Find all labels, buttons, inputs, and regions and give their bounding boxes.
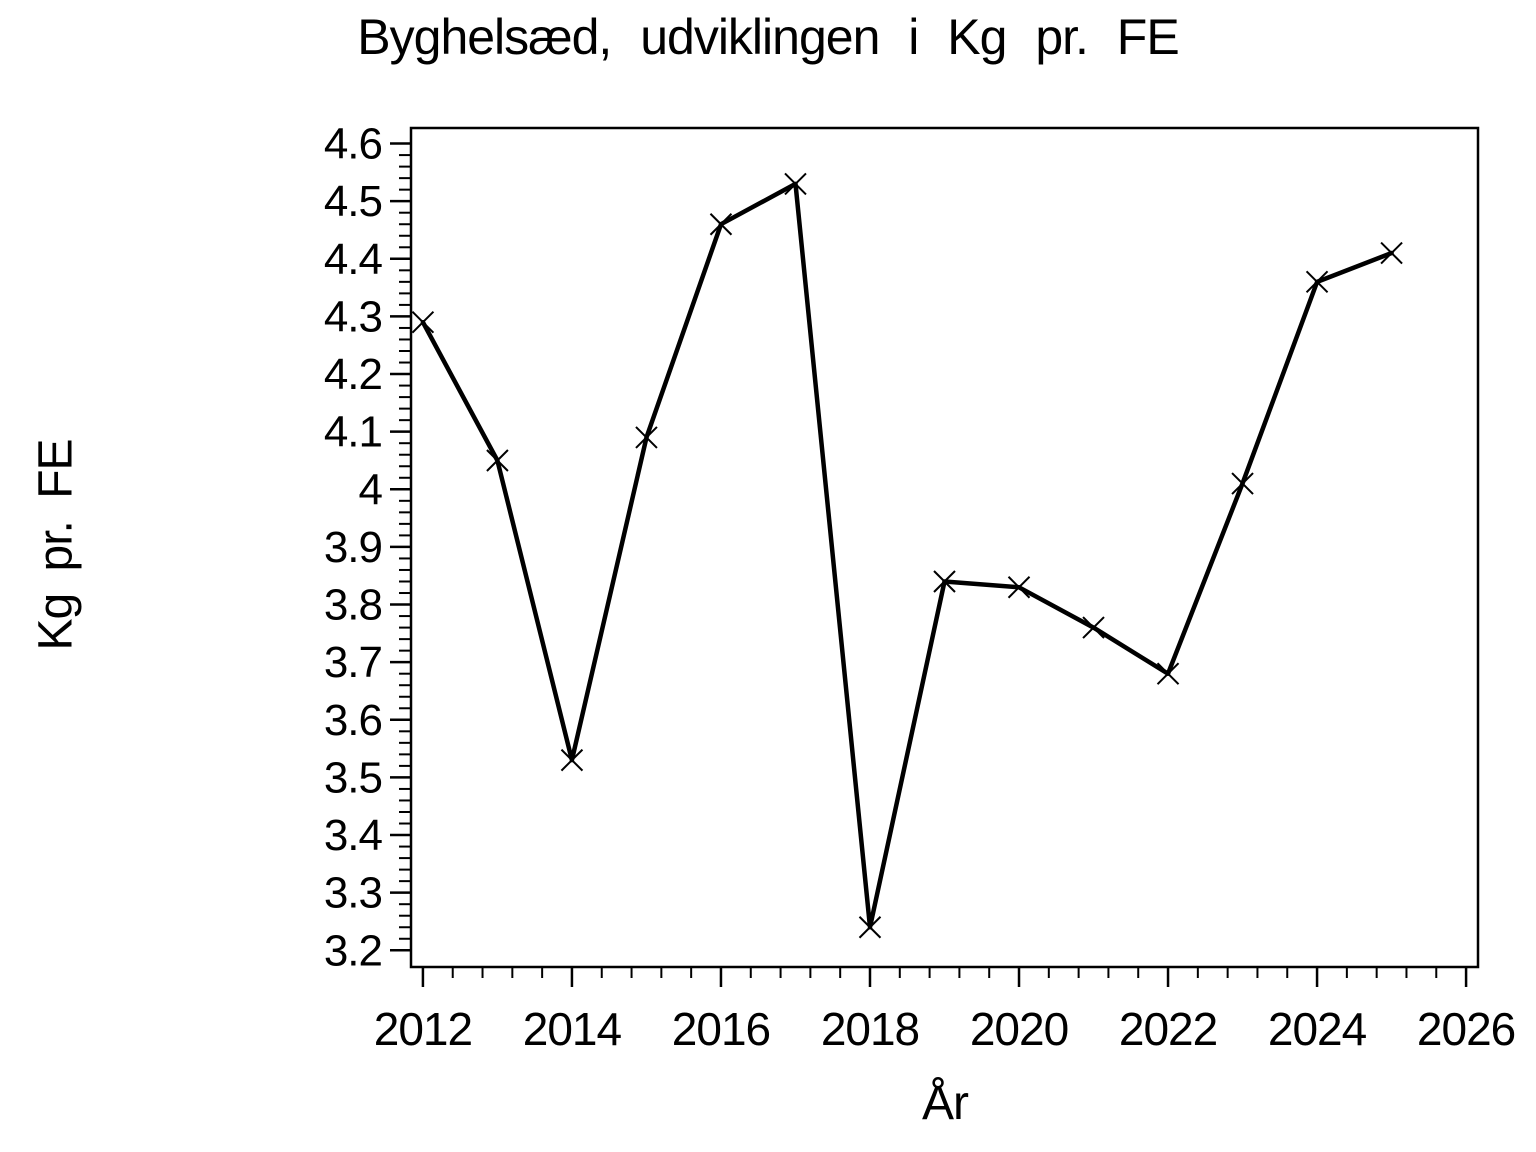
data-marker-x-stroke — [560, 748, 584, 772]
x-tick-label: 2024 — [1268, 1003, 1367, 1055]
data-marker-x-stroke — [486, 449, 509, 472]
y-tick-label: 4.4 — [324, 235, 383, 284]
data-marker-x-stroke — [1156, 662, 1180, 685]
data-marker-x-stroke — [1231, 472, 1254, 495]
x-axis-title: År — [922, 1077, 969, 1130]
x-tick-label: 2022 — [1119, 1003, 1217, 1055]
y-tick-label: 4.3 — [324, 292, 382, 341]
y-tick-label: 4 — [359, 465, 383, 514]
chart-title: Byghelsæd, udviklingen i Kg pr. FE — [357, 9, 1179, 65]
data-marker-x-stroke — [1007, 576, 1031, 599]
x-tick-label: 2012 — [374, 1003, 472, 1055]
y-tick-label: 3.9 — [324, 523, 382, 572]
data-line — [420, 181, 1394, 930]
x-tick-label: 2014 — [523, 1003, 622, 1055]
plot-frame — [409, 126, 1480, 969]
y-tick-label: 3.2 — [324, 926, 382, 975]
y-tick-label: 3.8 — [324, 581, 382, 630]
x-tick-label: 2020 — [970, 1003, 1068, 1055]
y-tick-label: 4.5 — [324, 177, 382, 226]
y-tick-label: 4.1 — [324, 408, 382, 457]
data-marker-x-stroke — [709, 213, 733, 236]
data-marker-x-stroke — [411, 310, 435, 334]
data-marker-x-stroke — [784, 172, 807, 196]
x-tick-label: 2018 — [821, 1003, 919, 1055]
y-tick-label: 4.2 — [324, 350, 382, 399]
y-tick-label: 4.6 — [324, 120, 382, 169]
y-tick-label: 3.7 — [324, 638, 382, 687]
data-marker-x-stroke — [1082, 616, 1105, 639]
data-marker-x-stroke — [933, 570, 956, 593]
y-tick-label: 3.5 — [324, 753, 382, 802]
y-tick-label: 3.3 — [324, 869, 382, 918]
data-marker-x-stroke — [1305, 270, 1329, 294]
y-tick-label: 3.6 — [324, 696, 382, 745]
data-marker-x-stroke — [1380, 241, 1403, 265]
data-marker-x-stroke — [858, 916, 882, 939]
x-tick-label: 2016 — [672, 1003, 770, 1055]
data-marker-x-stroke — [635, 426, 658, 449]
y-tick-label: 3.4 — [324, 811, 383, 860]
x-tick-label: 2026 — [1417, 1003, 1515, 1055]
